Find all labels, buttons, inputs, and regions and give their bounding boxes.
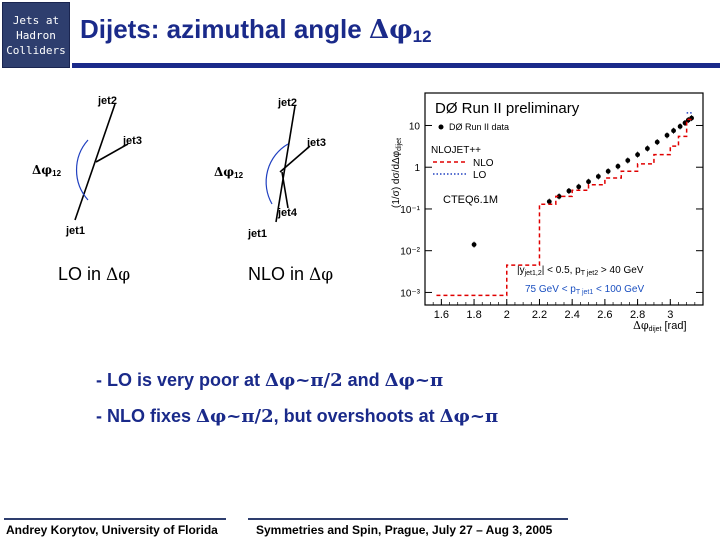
plot-xlabel: Δφdijet [rad]: [633, 319, 687, 333]
footer-conference: Symmetries and Spin, Prague, July 27 – A…: [256, 523, 553, 537]
lo-diagram: jet2 jet3 jet1 Δφ12: [30, 92, 180, 237]
y-tick-label: 10: [409, 121, 421, 132]
x-tick-label: 2.6: [597, 309, 612, 321]
angle-label: Δφ12: [32, 163, 62, 178]
lo-caption: LO in Δφ: [58, 264, 130, 285]
jet3-label: jet3: [306, 137, 326, 149]
bullet-nlo: - NLO fixes Δφ~π/2, but overshoots at Δφ…: [96, 406, 498, 427]
course-badge: Jets at Hadron Colliders: [2, 2, 70, 68]
legend-lo: LO: [473, 170, 487, 181]
title-underline: [72, 63, 720, 68]
bullet-text: - LO is very poor at: [96, 370, 266, 390]
x-tick-label: 1.8: [466, 309, 481, 321]
jet4-line: [281, 171, 289, 209]
jet2-label: jet2: [277, 97, 297, 109]
nlo-caption: NLO in Δφ: [248, 264, 333, 285]
angle-arc: [75, 139, 89, 201]
footer-rule-left: [4, 518, 226, 520]
footer-author: Andrey Korytov, University of Florida: [6, 523, 218, 537]
bullet-symbol: Δφ~π/2: [196, 406, 274, 427]
badge-line: Jets at: [12, 13, 60, 27]
bullet-symbol: Δφ~π/2: [265, 370, 343, 391]
bullet-symbol: Δφ~π: [439, 406, 499, 427]
jet3-label: jet3: [122, 135, 142, 147]
x-tick-label: 2: [504, 309, 510, 321]
badge-line: Colliders: [6, 43, 66, 57]
title-symbol: Δφ: [368, 15, 413, 45]
nlo-diagram: jet2 jet3 jet4 jet1 Δφ12: [210, 92, 370, 242]
caption-symbol: Δφ: [106, 265, 131, 285]
bullet-lo: - LO is very poor at Δφ~π/2 and Δφ~π: [96, 370, 443, 391]
x-tick-label: 2.4: [565, 309, 580, 321]
legend-nlojet: NLOJET++: [431, 145, 481, 156]
nlo-curve: [436, 118, 694, 297]
plot-ylabel: (1/σ) dσ/dΔφdijet: [391, 138, 403, 208]
jet2-line: [74, 103, 116, 221]
plot-cut1: |yjet1,2| < 0.5, pT jet2 > 40 GeV: [517, 265, 644, 277]
legend-data-marker: [438, 124, 444, 130]
y-tick-label: 10⁻¹: [400, 205, 420, 216]
bullet-text: and: [342, 370, 385, 390]
jet2-label: jet2: [97, 95, 117, 107]
legend-nlo: NLO: [473, 158, 494, 169]
jet2-line: [275, 105, 296, 223]
dphi-plot: (1/σ) dσ/dΔφdijet DØ Run II preliminary …: [385, 85, 710, 333]
angle-label: Δφ12: [214, 165, 244, 180]
angle-arc: [265, 143, 289, 205]
caption-text: NLO in: [248, 264, 310, 284]
bullet-symbol: Δφ~π: [384, 370, 444, 391]
caption-text: LO in: [58, 264, 107, 284]
plot-cut2: 75 GeV < pT jet1 < 100 GeV: [525, 284, 644, 296]
x-tick-label: 2.2: [532, 309, 547, 321]
title-subscript: 12: [412, 27, 432, 46]
jet3-line: [279, 145, 311, 173]
y-tick-label: 10⁻³: [400, 288, 420, 299]
bullet-text: , but overshoots at: [273, 406, 440, 426]
y-tick-label: 10⁻²: [400, 247, 420, 258]
x-tick-label: 1.6: [434, 309, 449, 321]
slide-title: Dijets: azimuthal angle Δφ12: [80, 14, 432, 47]
jet3-line: [95, 143, 129, 163]
caption-symbol: Δφ: [309, 265, 334, 285]
y-tick-label: 1: [414, 163, 420, 174]
title-text: Dijets: azimuthal angle: [80, 14, 369, 44]
legend-data: DØ Run II data: [449, 122, 509, 132]
badge-line: Hadron: [16, 28, 56, 42]
jet1-label: jet1: [65, 225, 85, 237]
bullet-text: - NLO fixes: [96, 406, 197, 426]
plot-pdf: CTEQ6.1M: [443, 194, 498, 206]
x-tick-label: 2.8: [630, 309, 645, 321]
jet4-label: jet4: [277, 207, 298, 219]
plot-svg: (1/σ) dσ/dΔφdijet DØ Run II preliminary …: [391, 92, 704, 333]
footer-rule-right: [248, 518, 568, 520]
x-tick-label: 3: [667, 309, 673, 321]
plot-title: DØ Run II preliminary: [435, 100, 580, 117]
jet1-label: jet1: [247, 228, 267, 240]
